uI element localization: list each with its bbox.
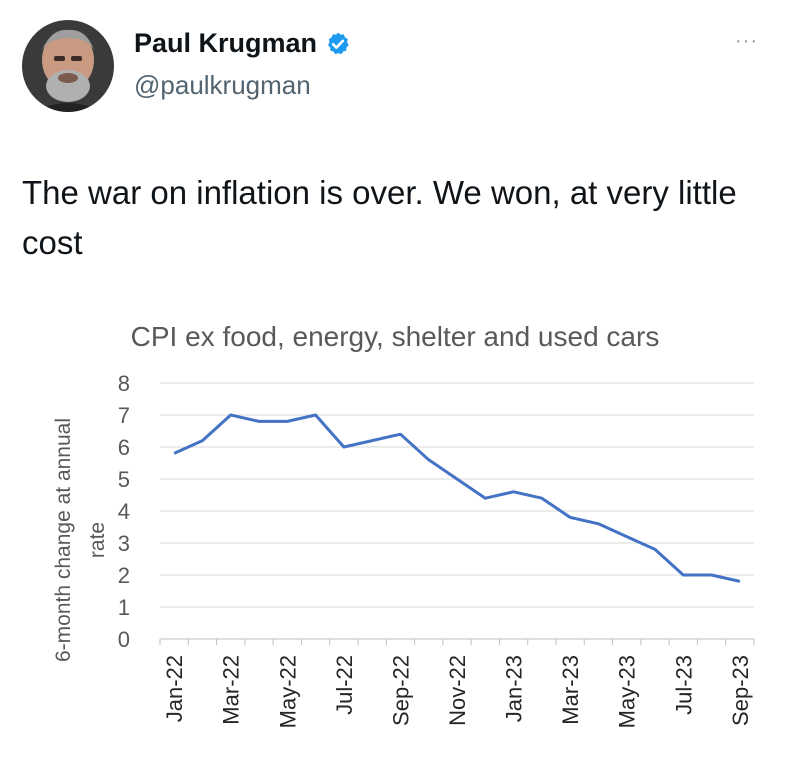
x-tick-label: Mar-23	[558, 655, 583, 725]
x-tick-label: Sep-22	[388, 655, 413, 726]
y-tick-label: 6	[118, 435, 130, 460]
x-tick-label: Jan-22	[162, 655, 187, 722]
author-name[interactable]: Paul Krugman	[134, 28, 318, 58]
x-tick-label: Nov-22	[445, 655, 470, 726]
x-tick-label: Mar-22	[219, 655, 244, 725]
y-tick-label: 3	[118, 531, 130, 556]
x-tick-label: May-23	[615, 655, 640, 728]
chart-image[interactable]: CPI ex food, energy, shelter and used ca…	[0, 300, 796, 756]
x-tick-label: Jan-23	[502, 655, 527, 722]
y-tick-label: 2	[118, 563, 130, 588]
y-tick-label: 8	[118, 371, 130, 396]
series-line	[173, 413, 741, 583]
verified-badge-icon	[328, 32, 349, 54]
y-tick-label: 0	[118, 627, 130, 652]
y-tick-label: 4	[118, 499, 130, 524]
cpi-chart: CPI ex food, energy, shelter and used ca…	[52, 321, 755, 728]
x-tick-label: Jul-22	[332, 655, 357, 715]
author-handle[interactable]: @paulkrugman	[134, 70, 311, 100]
y-axis-label-line-1: 6-month change at annual	[52, 418, 75, 662]
tweet-text: The war on inflation is over. We won, at…	[22, 174, 737, 261]
x-tick-label: Sep-23	[728, 655, 753, 726]
y-tick-label: 7	[118, 403, 130, 428]
y-tick-label: 1	[118, 595, 130, 620]
avatar-image	[22, 20, 114, 112]
x-tick-label: May-22	[275, 655, 300, 728]
chart-title: CPI ex food, energy, shelter and used ca…	[131, 321, 660, 352]
avatar[interactable]	[22, 20, 114, 112]
x-tick-label: Jul-23	[671, 655, 696, 715]
y-axis-label-line-2: rate	[86, 522, 109, 558]
author-row: Paul Krugman	[134, 28, 351, 59]
more-options-icon[interactable]: ···	[735, 30, 758, 52]
y-tick-label: 5	[118, 467, 130, 492]
